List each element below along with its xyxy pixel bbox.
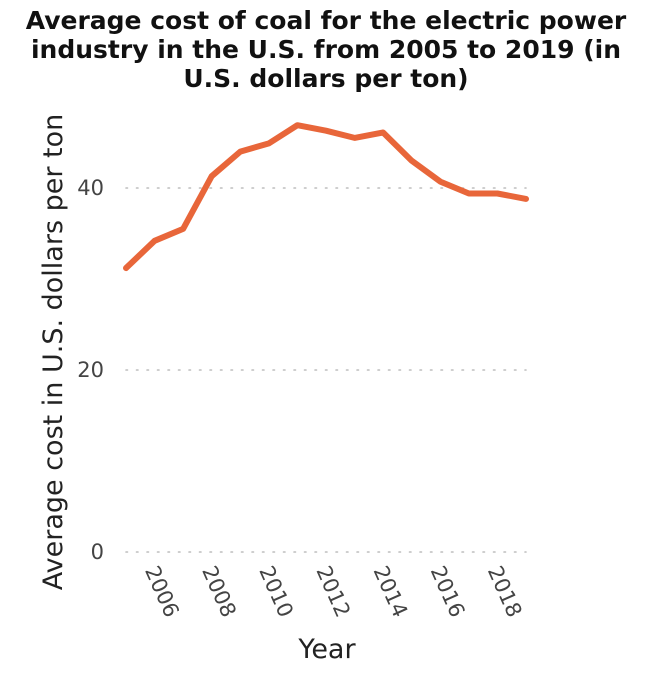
chart-title-line-2: industry in the U.S. from 2005 to 2019 (…	[30, 35, 622, 64]
x-tick-label: 2012	[311, 562, 355, 621]
x-tick-label: 2006	[140, 562, 184, 621]
chart-title-line-1: Average cost of coal for the electric po…	[25, 6, 627, 35]
x-tick-label: 2016	[426, 562, 470, 621]
y-tick-label: 0	[91, 540, 104, 564]
x-tick-label: 2014	[369, 562, 413, 621]
y-tick-labels: 0 20 40	[77, 176, 104, 564]
y-axis-label: Average cost in U.S. dollars per ton	[38, 114, 69, 591]
x-tick-label: 2018	[483, 562, 527, 621]
chart-title: Average cost of coal for the electric po…	[0, 6, 652, 93]
chart-title-line-3: U.S. dollars per ton)	[183, 64, 469, 93]
series-lines	[123, 122, 529, 272]
y-tick-label: 40	[77, 176, 104, 200]
x-tick-label: 2010	[254, 562, 298, 621]
grid-lines	[125, 187, 527, 553]
x-tick-labels: 2006 2008 2010 2012 2014 2016 2018	[140, 562, 527, 621]
x-tick-label: 2008	[197, 562, 241, 621]
series-line	[123, 122, 529, 272]
y-tick-label: 20	[77, 358, 104, 382]
x-axis-label: Year	[297, 634, 356, 665]
